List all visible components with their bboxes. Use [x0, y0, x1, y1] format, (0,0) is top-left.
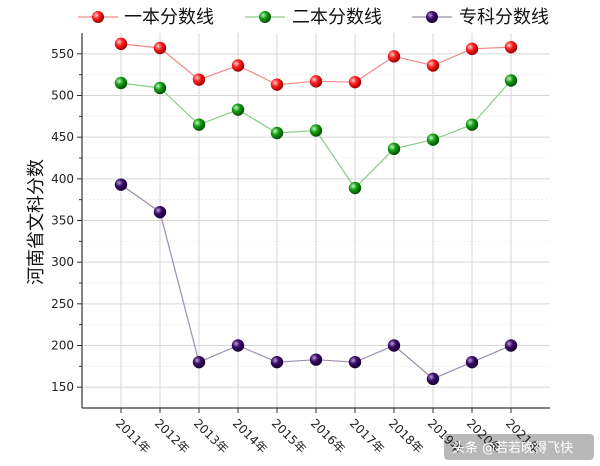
data-point-second-tier	[465, 118, 479, 131]
data-point-second-tier	[309, 124, 323, 137]
y-tick-label: 550	[51, 47, 74, 61]
y-tick-label: 350	[51, 214, 74, 228]
data-point-vocational	[231, 339, 245, 352]
y-tick-label: 500	[51, 89, 74, 103]
y-tick-label: 300	[51, 255, 74, 269]
series	[114, 37, 518, 386]
data-point-first-tier	[309, 75, 323, 88]
legend-item-first-tier: 一本分数线	[78, 7, 214, 28]
data-point-second-tier	[426, 133, 440, 146]
data-point-vocational	[504, 339, 518, 352]
x-tick-label: 2012年	[152, 416, 192, 456]
data-point-first-tier	[348, 75, 362, 89]
grid	[82, 33, 550, 408]
data-point-first-tier	[387, 50, 401, 63]
legend-item-vocational: 专科分数线	[412, 7, 549, 28]
y-tick-label: 400	[51, 172, 74, 186]
data-point-vocational	[426, 372, 440, 386]
legend: 一本分数线 二本分数线 专科分数线	[78, 7, 549, 28]
y-tick-labels: 150 200 250 300 350 400 450 500 550	[51, 47, 74, 394]
x-tick-label: 2013年	[191, 416, 231, 456]
data-point-second-tier	[114, 76, 128, 90]
y-tick-label: 450	[51, 130, 74, 144]
data-point-second-tier	[192, 118, 206, 131]
data-point-first-tier	[270, 78, 284, 91]
legend-label-first-tier: 一本分数线	[124, 7, 214, 28]
data-point-second-tier	[504, 74, 518, 87]
series-vocational	[114, 178, 518, 386]
data-point-vocational	[348, 355, 362, 369]
y-tick-label: 150	[51, 380, 74, 394]
data-point-first-tier	[231, 59, 245, 72]
legend-label-vocational: 专科分数线	[459, 7, 549, 28]
data-point-vocational	[309, 353, 323, 366]
data-point-second-tier	[153, 81, 167, 95]
data-point-second-tier	[348, 181, 362, 195]
data-point-vocational	[153, 205, 167, 219]
watermark-background	[444, 434, 594, 460]
x-tick-label: 2015年	[269, 416, 309, 456]
legend-label-second-tier: 二本分数线	[292, 7, 382, 28]
data-point-first-tier	[192, 73, 206, 86]
x-tick-label: 2016年	[308, 416, 348, 456]
data-point-second-tier	[231, 103, 245, 116]
data-point-first-tier	[465, 42, 479, 56]
data-point-vocational	[192, 355, 206, 369]
data-point-vocational	[114, 178, 128, 191]
legend-marker-first-tier	[92, 11, 104, 23]
x-tick-label: 2018年	[386, 416, 426, 456]
data-point-first-tier	[153, 41, 167, 55]
watermark-text: 头条 @若若晚得飞快	[452, 440, 573, 456]
watermark: 头条 @若若晚得飞快	[444, 434, 594, 460]
data-point-vocational	[465, 355, 479, 369]
y-tick-label: 250	[51, 297, 74, 311]
legend-marker-vocational	[426, 11, 438, 23]
data-point-second-tier	[270, 126, 284, 140]
series-first-tier	[114, 37, 518, 91]
y-tick-label: 200	[51, 339, 74, 353]
data-point-first-tier	[426, 59, 440, 72]
data-point-vocational	[270, 355, 284, 369]
series-second-tier	[114, 74, 518, 195]
x-tick-label: 2014年	[230, 416, 270, 456]
data-point-first-tier	[114, 37, 128, 51]
data-point-second-tier	[387, 142, 401, 156]
y-axis-label: 河南省文科分数	[26, 159, 47, 285]
legend-marker-second-tier	[259, 11, 271, 23]
data-point-first-tier	[504, 40, 518, 54]
axes	[77, 33, 550, 413]
legend-item-second-tier: 二本分数线	[245, 7, 382, 28]
x-tick-label: 2011年	[113, 416, 153, 456]
x-tick-label: 2017年	[347, 416, 387, 456]
data-point-vocational	[387, 339, 401, 352]
